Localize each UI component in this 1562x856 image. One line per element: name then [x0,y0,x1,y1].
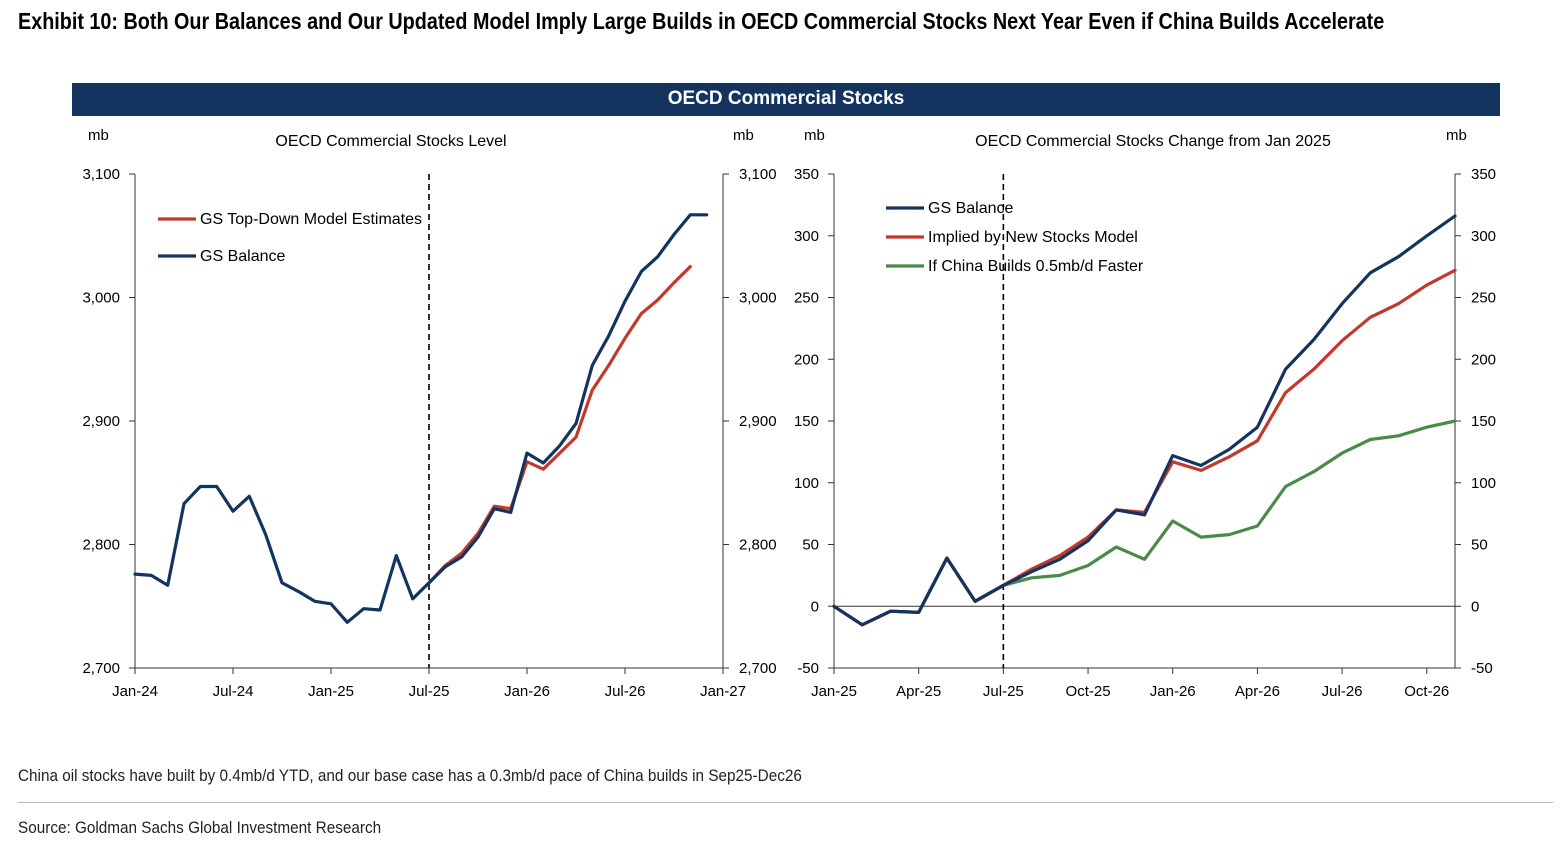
right-y-tick-label-right: 0 [1471,598,1479,615]
right-x-tick-label: Apr-25 [896,683,941,700]
right-y-tick-label-left: 0 [811,598,819,615]
right-x-tick-label: Jul-25 [983,683,1024,700]
left-y-tick-label-right: 2,800 [739,537,777,554]
right-y-tick-label-left: 200 [794,351,819,368]
left-y-tick-label-left: 2,700 [82,660,120,677]
left-series-gs-top-down-model-estimates [427,265,692,585]
right-y-tick-label-right: 350 [1471,166,1496,183]
left-x-tick-label: Jul-24 [213,683,254,700]
right-y-tick-label-right: 300 [1471,228,1496,245]
left-chart-left-unit: mb [88,127,109,144]
chart-banner: OECD Commercial Stocks [72,83,1500,116]
left-y-tick-label-right: 2,900 [739,413,777,430]
right-y-tick-label-right: 200 [1471,351,1496,368]
divider [18,802,1553,803]
right-x-tick-label: Apr-26 [1235,683,1280,700]
right-y-tick-label-left: 350 [794,166,819,183]
left-x-tick-label: Jul-26 [605,683,646,700]
right-series-implied-by-new-stocks-model [832,268,1457,627]
right-legend-label: GS Balance [928,200,1013,217]
right-y-tick-label-right: 100 [1471,475,1496,492]
left-x-tick-label: Jul-25 [409,683,450,700]
left-legend-label: GS Top-Down Model Estimates [200,211,422,228]
left-y-tick-label-left: 3,000 [82,290,120,307]
footnote: China oil stocks have built by 0.4mb/d Y… [18,766,802,785]
right-x-tick-label: Oct-25 [1066,683,1111,700]
exhibit-title: Exhibit 10: Both Our Balances and Our Up… [18,8,1385,34]
charts-canvas: mb mb OECD Commercial Stocks Level 2,700… [82,127,1496,700]
left-y-tick-label-right: 3,100 [739,166,777,183]
right-x-tick-label: Oct-26 [1404,683,1449,700]
left-x-tick-label: Jan-26 [504,683,550,700]
right-chart-right-unit: mb [1446,127,1467,144]
right-series-gs-balance [832,214,1457,627]
right-x-tick-label: Jan-26 [1150,683,1196,700]
right-chart-title: OECD Commercial Stocks Change from Jan 2… [975,133,1331,150]
right-legend-label: Implied by New Stocks Model [928,229,1138,246]
left-chart-title: OECD Commercial Stocks Level [275,133,506,150]
right-y-tick-label-left: -50 [797,660,819,677]
right-y-tick-label-right: -50 [1471,660,1493,677]
left-x-tick-label: Jan-24 [112,683,158,700]
left-y-tick-label-right: 2,700 [739,660,777,677]
level-chart: mb mb OECD Commercial Stocks Level 2,700… [82,127,776,700]
left-y-tick-label-left: 3,100 [82,166,120,183]
right-y-tick-label-left: 300 [794,228,819,245]
left-series-gs-balance [133,213,709,624]
right-legend-label: If China Builds 0.5mb/d Faster [928,258,1144,275]
right-y-tick-label-left: 50 [802,537,819,554]
change-chart: mb mb OECD Commercial Stocks Change from… [794,127,1496,700]
right-chart-left-unit: mb [804,127,825,144]
right-y-tick-label-left: 150 [794,413,819,430]
left-y-tick-label-left: 2,900 [82,413,120,430]
right-x-tick-label: Jul-26 [1322,683,1363,700]
left-y-tick-label-right: 3,000 [739,290,777,307]
left-legend-label: GS Balance [200,248,285,265]
right-y-tick-label-left: 100 [794,475,819,492]
right-x-tick-label: Jan-25 [811,683,857,700]
left-x-tick-label: Jan-25 [308,683,354,700]
left-y-tick-label-left: 2,800 [82,537,120,554]
right-y-tick-label-right: 50 [1471,537,1488,554]
left-x-tick-label: Jan-27 [700,683,746,700]
left-chart-right-unit: mb [733,127,754,144]
source-line: Source: Goldman Sachs Global Investment … [18,818,382,837]
right-y-tick-label-right: 150 [1471,413,1496,430]
right-y-tick-label-right: 250 [1471,290,1496,307]
right-y-tick-label-left: 250 [794,290,819,307]
